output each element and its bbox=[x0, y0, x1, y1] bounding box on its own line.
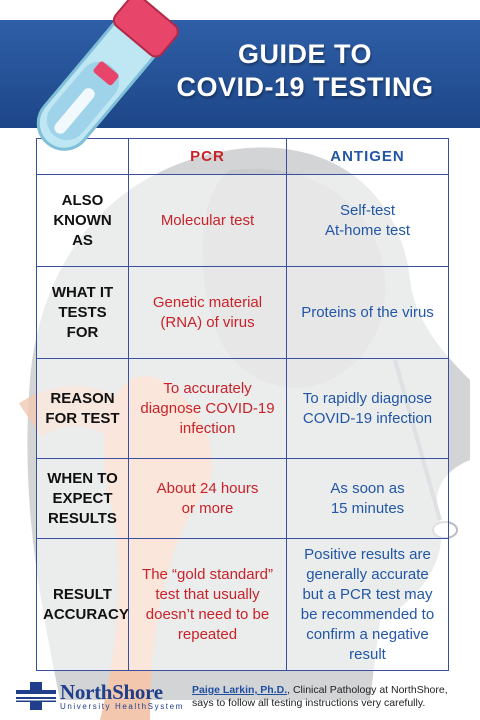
antigen-cell-line: generally accurate bbox=[306, 565, 429, 583]
antigen-cell-line: Proteins of the virus bbox=[301, 303, 434, 321]
pcr-cell-line: diagnose COVID-19 bbox=[140, 399, 275, 417]
pcr-cell-line: repeated bbox=[177, 625, 238, 643]
row-label: WHAT IT TESTS FOR bbox=[36, 266, 129, 359]
row-label-line: REASON bbox=[50, 389, 115, 407]
antigen-cell-line: 15 minutes bbox=[330, 499, 405, 517]
logo-subtitle: University HealthSystem bbox=[60, 702, 184, 711]
pcr-cell-line: (RNA) of virus bbox=[160, 313, 255, 331]
row-label-line: RESULTS bbox=[48, 509, 117, 527]
pcr-cell-line: The “gold standard” bbox=[142, 565, 273, 583]
antigen-cell-line: confirm a negative bbox=[306, 625, 429, 643]
antigen-cell-line: At-home test bbox=[324, 221, 411, 239]
antigen-cell-line: but a PCR test may bbox=[302, 585, 433, 603]
antigen-cell-line: COVID-19 infection bbox=[302, 409, 433, 427]
row-label-line: KNOWN AS bbox=[53, 211, 112, 249]
logo-name: NorthShore bbox=[60, 680, 163, 704]
antigen-cell-line: As soon as bbox=[330, 479, 405, 497]
antigen-cell: Positive results are generally accurate … bbox=[286, 538, 449, 671]
row-label: WHEN TO EXPECT RESULTS bbox=[36, 458, 129, 539]
antigen-cell: Self-test At-home test bbox=[286, 174, 449, 267]
credit-text: Paige Larkin, Ph.D., Clinical Pathology … bbox=[192, 684, 472, 710]
row-label-line: TESTS FOR bbox=[58, 303, 107, 341]
test-tube-icon bbox=[36, 0, 179, 151]
pcr-cell-line: test that usually bbox=[155, 585, 260, 603]
column-header-pcr: PCR bbox=[128, 138, 287, 175]
pcr-cell-line: doesn’t need to be bbox=[145, 605, 270, 623]
pcr-cell: Genetic material (RNA) of virus bbox=[128, 266, 287, 359]
antigen-cell-line: Self-test bbox=[339, 201, 396, 219]
row-label-line: RESULT bbox=[53, 585, 112, 603]
pcr-cell-line: Genetic material bbox=[152, 293, 263, 311]
row-label-line: FOR TEST bbox=[45, 409, 120, 427]
table-row: RESULT ACCURACY The “gold standard” test… bbox=[36, 538, 449, 671]
table-row: REASON FOR TEST To accurately diagnose C… bbox=[36, 358, 449, 459]
row-label: RESULT ACCURACY bbox=[36, 538, 129, 671]
column-header-antigen: ANTIGEN bbox=[286, 138, 449, 175]
row-label-line: ACCURACY bbox=[43, 605, 129, 623]
row-label-line: WHEN TO bbox=[47, 469, 118, 487]
row-label: REASON FOR TEST bbox=[36, 358, 129, 459]
pcr-cell-line: infection bbox=[179, 419, 236, 437]
table-row: WHEN TO EXPECT RESULTS About 24 hours or… bbox=[36, 458, 449, 539]
antigen-cell: Proteins of the virus bbox=[286, 266, 449, 359]
title-line-1: GUIDE TO bbox=[237, 39, 373, 69]
antigen-cell-line: Positive results are bbox=[304, 545, 431, 563]
antigen-cell: To rapidly diagnose COVID-19 infection bbox=[286, 358, 449, 459]
pcr-cell: Molecular test bbox=[128, 174, 287, 267]
pcr-cell-line: To accurately bbox=[163, 379, 252, 397]
cross-logo-icon bbox=[16, 682, 56, 710]
author-link[interactable]: Paige Larkin, Ph.D. bbox=[192, 684, 288, 696]
page-title: GUIDE TO COVID-19 TESTING bbox=[150, 38, 460, 104]
pcr-cell: About 24 hours or more bbox=[128, 458, 287, 539]
table-row: WHAT IT TESTS FOR Genetic material (RNA)… bbox=[36, 266, 449, 359]
row-label: ALSO KNOWN AS bbox=[36, 174, 129, 267]
pcr-cell-line: Molecular test bbox=[160, 211, 255, 229]
pcr-cell-line: or more bbox=[181, 499, 234, 517]
antigen-cell-line: To rapidly diagnose bbox=[302, 389, 433, 407]
northshore-logo: NorthShore University HealthSystem bbox=[16, 680, 186, 714]
pcr-cell: To accurately diagnose COVID-19 infectio… bbox=[128, 358, 287, 459]
pcr-cell: The “gold standard” test that usually do… bbox=[128, 538, 287, 671]
antigen-cell-line: result bbox=[349, 645, 386, 663]
row-label-line: EXPECT bbox=[52, 489, 113, 507]
credit-line-2: says to follow all testing instructions … bbox=[192, 697, 426, 709]
comparison-table: PCR ANTIGEN ALSO KNOWN AS Molecular test… bbox=[36, 138, 449, 671]
table-row: ALSO KNOWN AS Molecular test Self-test A… bbox=[36, 174, 449, 267]
row-label-line: WHAT IT bbox=[51, 283, 114, 301]
credit-line-1: , Clinical Pathology at NorthShore, bbox=[287, 684, 448, 696]
antigen-cell-line: be recommended to bbox=[300, 605, 435, 623]
pcr-cell-line: About 24 hours bbox=[156, 479, 259, 497]
row-label-line: ALSO bbox=[61, 191, 104, 209]
title-line-2: COVID-19 TESTING bbox=[176, 72, 434, 102]
antigen-cell: As soon as 15 minutes bbox=[286, 458, 449, 539]
